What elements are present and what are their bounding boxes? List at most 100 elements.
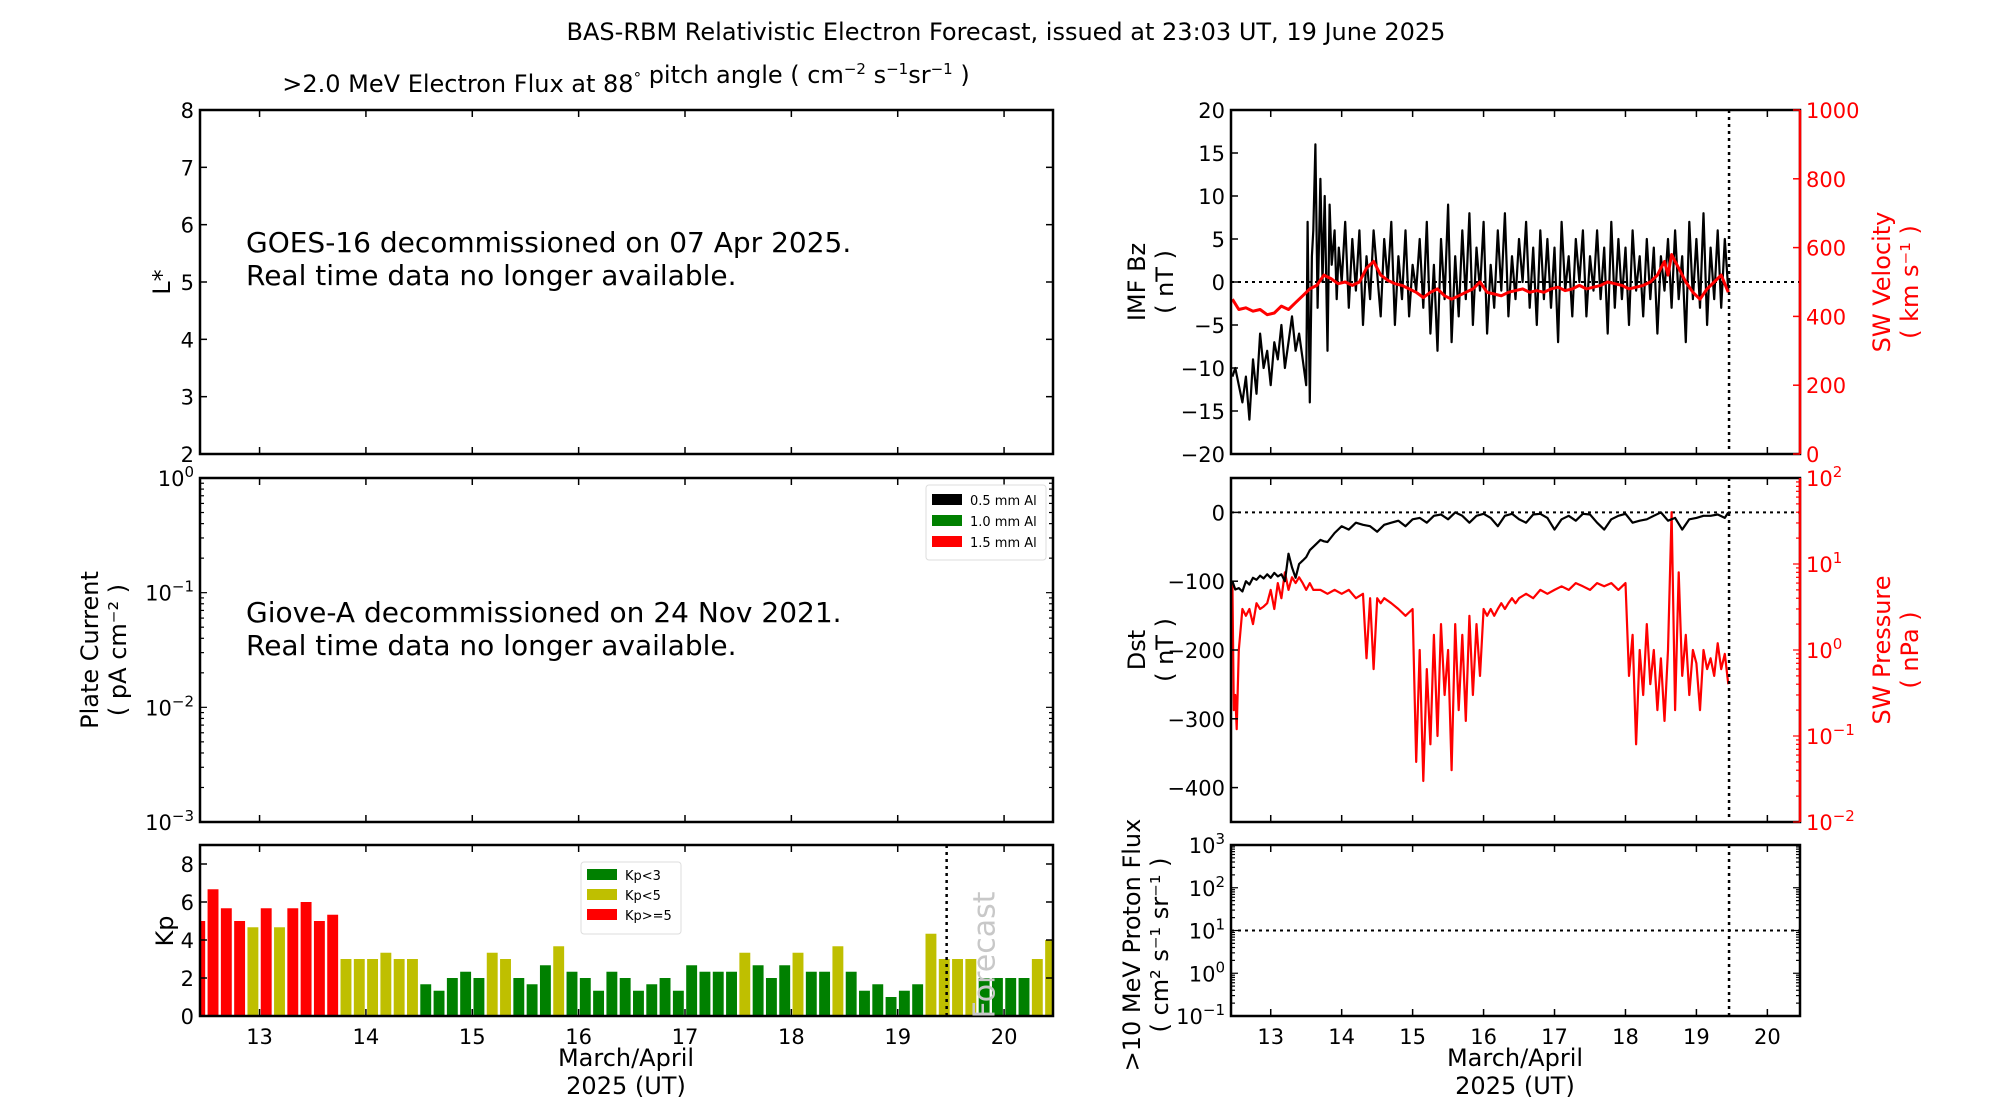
- kp-bar: [765, 978, 777, 1016]
- kp-bar: [832, 946, 844, 1016]
- kp-bar: [500, 959, 511, 1016]
- y-tick-label: 101: [1189, 916, 1225, 944]
- kp-bar: [579, 978, 591, 1016]
- y-tick-label: −200: [1167, 639, 1225, 663]
- kp-bar: [593, 990, 605, 1016]
- proton-flux-ylabel: >10 MeV Proton Flux( cm² s⁻¹ sr⁻¹ ): [1118, 819, 1174, 1072]
- plate-current-annotation-line1: Giove-A decommissioned on 24 Nov 2021.: [246, 596, 842, 629]
- plate-current-axes: [198, 476, 1055, 824]
- y-tick-label: 5: [1212, 228, 1225, 252]
- kp-bar: [420, 984, 432, 1016]
- kp-bar: [699, 971, 711, 1016]
- left-xlabel-line2: 2025 (UT): [566, 1072, 686, 1100]
- kp-bar: [925, 933, 937, 1016]
- figure-title: BAS-RBM Relativistic Electron Forecast, …: [567, 18, 1446, 46]
- legend-swatch-0: [932, 494, 962, 505]
- kp-bar: [619, 978, 631, 1016]
- x-tick-label: 19: [1683, 1025, 1710, 1049]
- dst-axes: [1229, 476, 1802, 824]
- kp-bar: [407, 959, 418, 1016]
- y2-tick-label: 400: [1806, 305, 1846, 329]
- sw-pressure-line: [1231, 511, 1730, 783]
- kp-ylabel: Kp: [151, 916, 179, 947]
- kp-bar: [393, 959, 405, 1016]
- y-tick-label: 10−3: [145, 807, 194, 835]
- kp-bar: [200, 921, 206, 1016]
- sw-velocity-ylabel: SW Velocity( km s⁻¹ ): [1868, 212, 1924, 353]
- kp-bar: [220, 908, 232, 1016]
- y-tick-label: −400: [1167, 777, 1225, 801]
- kp-legend: Kp<3 Kp<5 Kp>=5: [580, 861, 682, 935]
- kp-bar: [965, 959, 977, 1016]
- y-tick-label: 100: [1189, 958, 1225, 986]
- kp-bar: [646, 984, 658, 1016]
- plate-current-ylabel: Plate Current( pA cm⁻² ): [76, 571, 132, 729]
- sw-pressure-ylabel: SW Pressure( nPa ): [1868, 575, 1924, 724]
- kp-bar: [1031, 959, 1043, 1016]
- kp-bar: [779, 965, 791, 1016]
- kp-bar: [991, 978, 1003, 1016]
- y-tick-label: 10−1: [145, 578, 194, 606]
- kp-bar: [845, 971, 857, 1016]
- y-tick-label: 6: [181, 891, 194, 915]
- kp-bar: [526, 984, 538, 1016]
- kp-bar: [872, 984, 884, 1016]
- y-tick-label: 2: [181, 967, 194, 991]
- kp-bar: [300, 902, 312, 1016]
- y-tick-label: 10: [1198, 185, 1225, 209]
- legend-swatch-2: [932, 536, 962, 547]
- y-tick-label: −15: [1181, 400, 1225, 424]
- legend-label-2: 1.5 mm Al: [970, 536, 1037, 551]
- y-tick-label: 20: [1198, 99, 1225, 123]
- y2-tick-label: 200: [1806, 374, 1846, 398]
- y-tick-label: 100: [1806, 635, 1842, 663]
- kp-bar: [938, 959, 950, 1016]
- kp-bar: [912, 984, 924, 1016]
- sw-velocity-line: [1231, 253, 1730, 317]
- y-tick-label: 8: [181, 853, 194, 877]
- y-tick-label: 2: [181, 443, 194, 467]
- y-tick-label: 102: [1189, 873, 1225, 901]
- x-tick-label: 17: [672, 1025, 699, 1049]
- left-xlabel-line1: March/April: [558, 1044, 694, 1072]
- dst-line: [1231, 511, 1730, 593]
- kp-bar: [380, 952, 392, 1016]
- imf-sw-velocity-panel: −20−15−10−50510152002004006008001000IMF …: [1123, 99, 1924, 467]
- legend-label-0: Kp<3: [625, 869, 661, 884]
- electron-flux-ylabel: L*: [148, 269, 176, 294]
- electron-flux-annotation-line1: GOES-16 decommissioned on 07 Apr 2025.: [246, 226, 851, 259]
- right-xlabel-line1: March/April: [1447, 1044, 1583, 1072]
- kp-bar: [566, 971, 578, 1016]
- kp-bar: [978, 978, 990, 1016]
- y2-tick-label: 0: [1806, 443, 1819, 467]
- x-tick-label: 14: [1328, 1025, 1355, 1049]
- kp-bar: [367, 959, 379, 1016]
- electron-flux-annotation-line2: Real time data no longer available.: [246, 259, 737, 292]
- y-tick-label: 103: [1189, 830, 1225, 858]
- y-tick-label: 101: [1806, 549, 1842, 577]
- kp-bar: [247, 927, 259, 1016]
- electron-flux-panel: >2.0 MeV Electron Flux at 88° pitch angl…: [148, 60, 1055, 467]
- kp-bar: [952, 959, 963, 1016]
- x-tick-label: 15: [1399, 1025, 1426, 1049]
- kp-bar: [898, 990, 910, 1016]
- kp-bar: [726, 971, 737, 1016]
- kp-bar: [486, 952, 498, 1016]
- proton-flux-panel: 10−1 100 101 102 103 13 14 15 16 17 18 19 20 >10 MeV …: [1118, 819, 1802, 1072]
- kp-bar: [234, 921, 246, 1016]
- y-tick-label: −300: [1167, 708, 1225, 732]
- kp-bar: [327, 914, 339, 1016]
- kp-bar: [805, 971, 817, 1016]
- x-tick-label: 16: [1470, 1025, 1497, 1049]
- kp-bar: [433, 990, 445, 1016]
- kp-bar: [1018, 978, 1030, 1016]
- y-tick-label: 0: [181, 1005, 194, 1029]
- plate-current-panel: 100 10−1 10−2 10−3 Plate Current( pA cm⁻² ) G…: [76, 463, 1055, 835]
- legend-label-1: Kp<5: [625, 889, 661, 904]
- right-xlabel-line2: 2025 (UT): [1455, 1072, 1575, 1100]
- legend-swatch-1: [587, 889, 617, 900]
- y-tick-label: −5: [1194, 314, 1225, 338]
- x-tick-label: 20: [991, 1025, 1018, 1049]
